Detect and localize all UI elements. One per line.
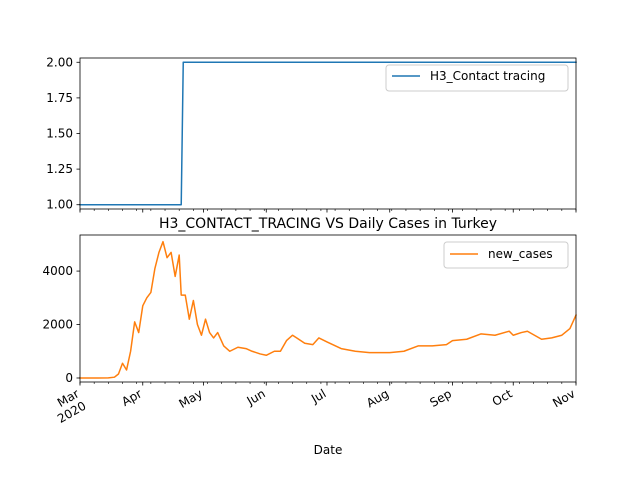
bottom-axes-frame [79,234,577,383]
bottom-legend-label: new_cases [488,247,553,261]
top-y-tick-label: 2.00 [46,55,73,69]
top-y-tick-label: 1.25 [46,162,73,176]
x-tick-label: Jul [308,386,328,406]
top-y-ticks: 1.00 1.25 1.50 1.75 2.00 [46,55,80,212]
x-axis-label: Date [314,443,343,457]
bottom-y-tick-label: 2000 [42,318,73,332]
bottom-y-tick-label: 0 [65,371,73,385]
top-y-tick-label: 1.00 [46,198,73,212]
bottom-y-tick-label: 4000 [42,264,73,278]
bottom-y-ticks: 0 2000 4000 [42,264,80,385]
top-y-tick-label: 1.75 [46,91,73,105]
top-legend-box [385,64,569,92]
chart-title: H3_CONTACT_TRACING VS Daily Cases in Tur… [159,216,497,232]
bottom-legend: new_cases [443,241,569,269]
top-legend: H3_Contact tracing [385,64,569,92]
x-tick-label-line: Jul [308,386,328,406]
top-series-layer [79,61,577,206]
top-legend-label: H3_Contact tracing [430,69,545,83]
bottom-series-line-0 [79,240,577,379]
bottom-series-layer [79,240,577,379]
top-series-line-0 [79,61,577,206]
bottom-legend-box [443,241,569,269]
top-x-ticks [79,209,577,213]
top-y-tick-label: 1.50 [46,127,73,141]
top-subplot: 1.00 1.25 1.50 1.75 2.00 H3_Contact tracing [46,55,577,213]
